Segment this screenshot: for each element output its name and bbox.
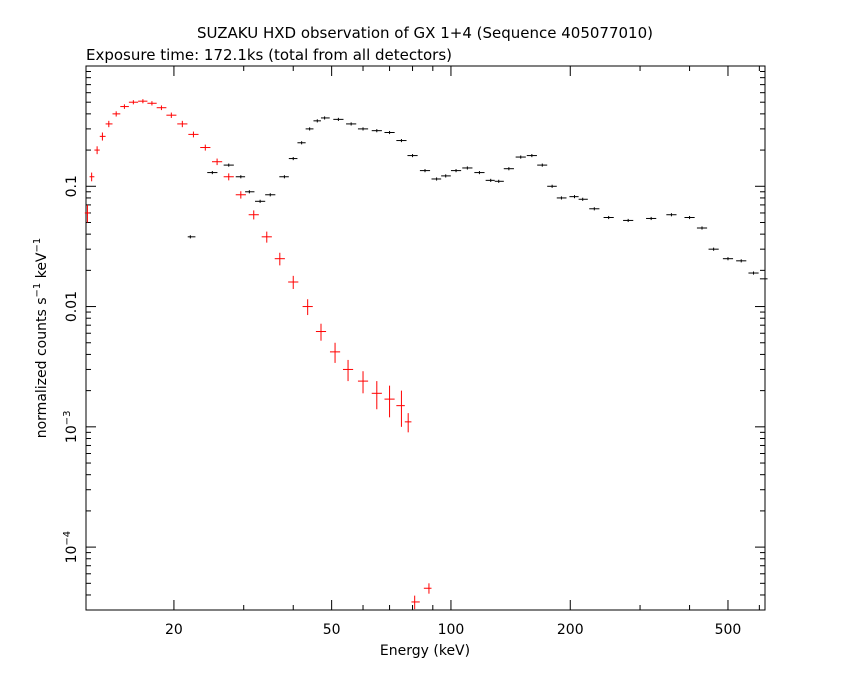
y-axis-label-base: normalized counts s bbox=[34, 297, 50, 438]
y-axis-label-exp1: −1 bbox=[32, 283, 43, 298]
plot-frame bbox=[85, 65, 766, 611]
y-tick-label-base: 0.1 bbox=[64, 175, 80, 197]
x-tick-label: 500 bbox=[715, 622, 742, 638]
y-tick-label-exp: −3 bbox=[62, 411, 73, 426]
chart-subtitle: Exposure time: 172.1ks (total from all d… bbox=[86, 46, 452, 64]
y-tick-label-base: 0.01 bbox=[64, 291, 80, 322]
y-axis-label-mid: keV bbox=[34, 252, 50, 283]
y-tick-label-base: 10 bbox=[64, 546, 80, 564]
x-tick-label: 20 bbox=[165, 622, 183, 638]
y-axis-label: normalized counts s−1 keV−1 bbox=[32, 238, 50, 439]
y-tick-label-base: 10 bbox=[64, 425, 80, 443]
y-tick-label: 0.1 bbox=[64, 175, 80, 197]
x-axis-label: Energy (keV) bbox=[380, 643, 470, 659]
series-0 bbox=[84, 99, 432, 610]
y-tick-label: 10−3 bbox=[62, 411, 80, 444]
chart-title: SUZAKU HXD observation of GX 1+4 (Sequen… bbox=[197, 24, 653, 42]
x-tick-label: 200 bbox=[557, 622, 584, 638]
axis-ticks bbox=[86, 65, 765, 611]
y-tick-label-exp: −4 bbox=[62, 531, 73, 546]
y-axis-label-exp2: −1 bbox=[32, 238, 43, 253]
series-1 bbox=[187, 116, 768, 281]
y-tick-label: 10−4 bbox=[62, 531, 80, 564]
data-series bbox=[84, 99, 768, 610]
y-tick-label: 0.01 bbox=[64, 291, 80, 322]
x-tick-labels: 20 50 100 200 500 bbox=[165, 622, 741, 638]
x-tick-label: 50 bbox=[323, 622, 341, 638]
x-tick-label: 100 bbox=[438, 622, 465, 638]
